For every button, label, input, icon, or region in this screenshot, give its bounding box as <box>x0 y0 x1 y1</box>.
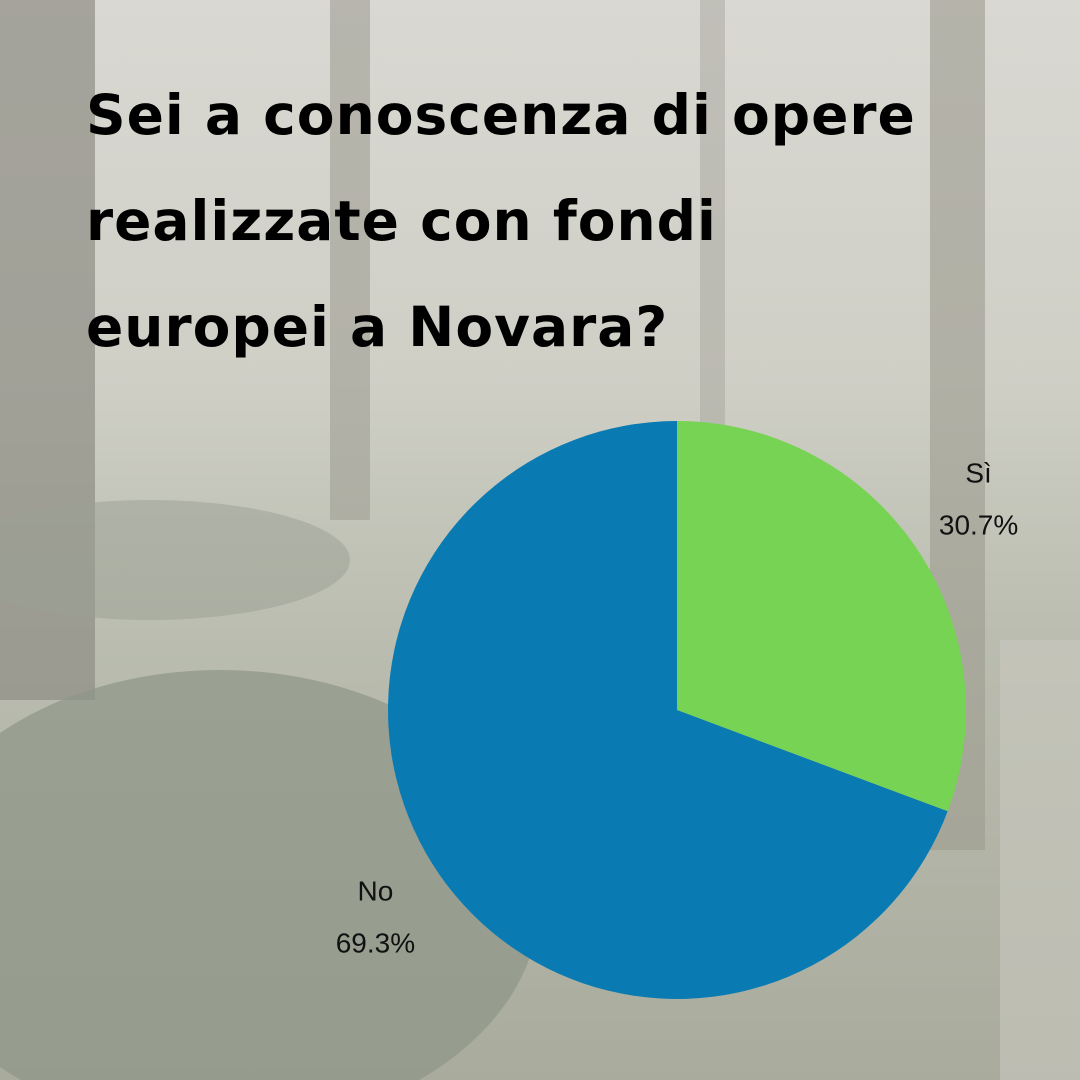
chart-title: Sei a conoscenza di opere realizzate con… <box>86 83 916 359</box>
slice-value-label: 30.7% <box>939 509 1018 540</box>
pie-slice <box>677 421 967 812</box>
slice-category-label: No <box>358 876 394 907</box>
slice-value-label: 69.3% <box>336 928 415 959</box>
pie-slice <box>388 421 948 1000</box>
slice-category-label: Sì <box>965 457 991 488</box>
